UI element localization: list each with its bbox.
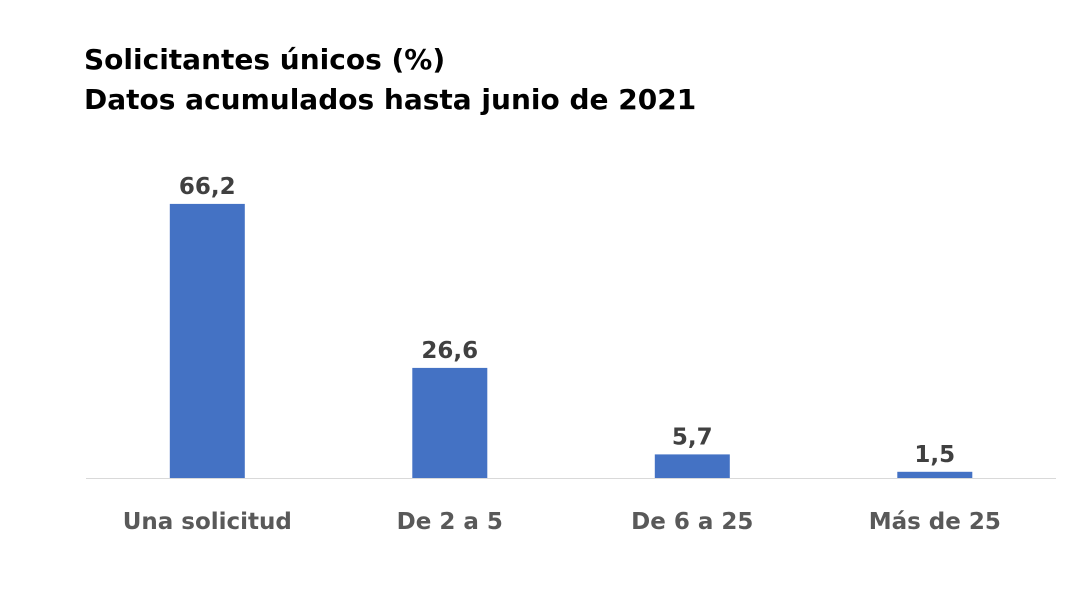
- data-label-1: 66,2: [179, 174, 236, 200]
- chart-subtitle: Datos acumulados hasta junio de 2021: [84, 83, 697, 116]
- bar-2: [412, 367, 488, 478]
- data-label-3: 5,7: [672, 424, 713, 450]
- chart-title-block: Solicitantes únicos (%) Datos acumulados…: [84, 40, 696, 120]
- data-labels-group: 66,2 26,6 5,7 1,5: [179, 174, 955, 468]
- category-label-1: Una solicitud: [123, 509, 292, 535]
- category-labels-group: Una solicitud De 2 a 5 De 6 a 25 Más de 25: [123, 509, 1001, 535]
- bars-group: [169, 203, 973, 478]
- category-label-2: De 2 a 5: [397, 509, 503, 535]
- bar-3: [654, 454, 730, 478]
- bar-1: [169, 203, 245, 478]
- chart-title: Solicitantes únicos (%): [84, 43, 446, 76]
- category-label-4: Más de 25: [869, 509, 1001, 535]
- data-label-4: 1,5: [914, 442, 955, 468]
- data-label-2: 26,6: [421, 338, 478, 364]
- bar-4: [897, 471, 973, 478]
- category-label-3: De 6 a 25: [631, 509, 753, 535]
